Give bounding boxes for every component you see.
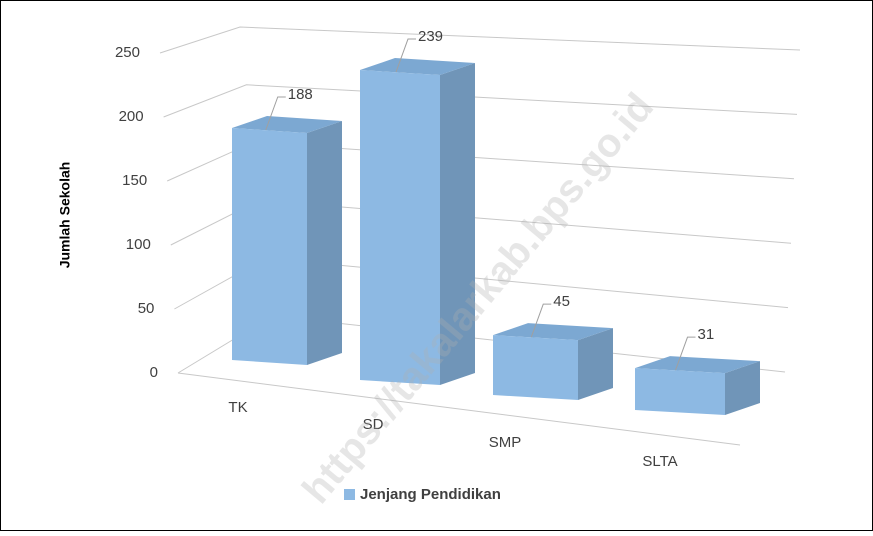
bar-top	[360, 58, 475, 76]
bar-top	[232, 116, 342, 134]
bar-side	[440, 63, 475, 385]
y-tick-label: 150	[122, 172, 147, 189]
x-tick-label: SLTA	[642, 453, 677, 470]
label-leader	[395, 38, 416, 73]
grid-line	[159, 26, 801, 54]
y-tick-label: 0	[150, 364, 158, 381]
data-label: 188	[288, 86, 313, 103]
data-label: 239	[418, 28, 443, 45]
x-tick-label: TK	[228, 399, 247, 416]
x-tick-label: SMP	[489, 434, 522, 451]
y-tick-label: 200	[119, 108, 144, 125]
bar-side	[307, 121, 342, 366]
label-leader	[530, 303, 552, 338]
grid: 0 50 100 150 200 250	[115, 26, 801, 446]
bar-side	[578, 328, 613, 400]
y-axis-label: Jumlah Sekolah	[57, 162, 73, 269]
y-tick-label: 250	[115, 44, 140, 61]
bar	[360, 70, 440, 385]
legend-label: Jenjang Pendidikan	[360, 486, 501, 503]
bar-top	[635, 356, 760, 374]
data-label: 31	[698, 326, 715, 343]
grid-line	[163, 84, 798, 118]
bar	[232, 128, 307, 365]
bar	[635, 368, 725, 415]
label-leader	[265, 96, 286, 131]
bar-side	[725, 361, 760, 415]
bar	[493, 335, 578, 400]
y-tick-label: 100	[126, 236, 151, 253]
floor-edge	[177, 372, 741, 446]
label-leader	[675, 336, 696, 371]
bars: 188 TK 239 SD 45 SMP 31 SLTA	[228, 28, 760, 470]
x-tick-label: SD	[363, 416, 384, 433]
legend-swatch	[344, 489, 355, 500]
data-label: 45	[553, 293, 570, 310]
y-tick-label: 50	[138, 300, 155, 317]
bar-top	[493, 323, 613, 341]
